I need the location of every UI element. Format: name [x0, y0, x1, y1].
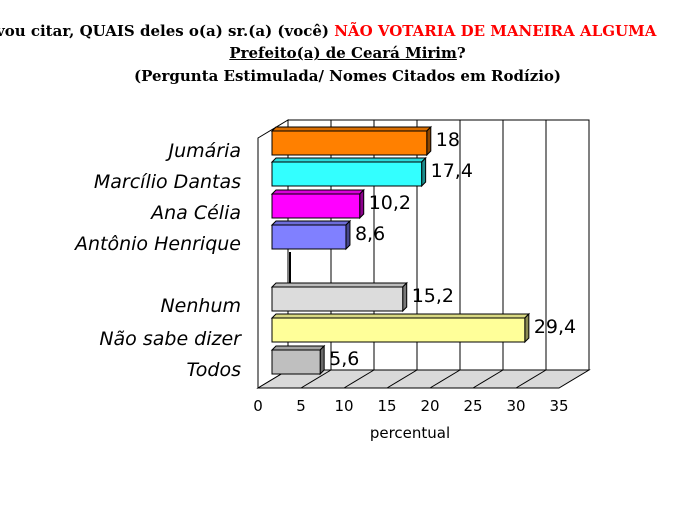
category-label: Todos	[187, 359, 242, 381]
bar-side-face	[345, 219, 351, 251]
bar-value-label: 17,4	[431, 160, 473, 182]
chart-title-line-2: Prefeito(a) de Ceará Mirim?	[0, 43, 695, 63]
chart-title-line-1: vou citar, QUAIS deles o(a) sr.(a) (você…	[0, 21, 691, 41]
chart-floor	[256, 369, 591, 389]
floor-gridline	[429, 369, 461, 389]
bar-top-face	[270, 220, 352, 226]
bar-top-face	[270, 189, 365, 195]
bar-0	[270, 125, 433, 157]
bar-side-face	[402, 281, 408, 313]
x-tick-label: 10	[334, 397, 353, 415]
category-label: Marcílio Dantas	[94, 171, 241, 193]
bar-top-face	[270, 157, 427, 163]
floor-gridline	[515, 369, 547, 389]
bar-side-face	[426, 125, 432, 157]
bar-value-label: 18	[436, 129, 460, 151]
floor-gridline	[472, 369, 504, 389]
floor-gridline	[300, 369, 332, 389]
bar-top-face	[270, 345, 326, 351]
bar-3	[270, 219, 352, 251]
bar-top-face	[270, 313, 531, 319]
bar-value-label: 8,6	[355, 223, 385, 245]
x-tick-label: 25	[463, 397, 482, 415]
bar-4	[270, 281, 408, 313]
bar-top-face	[270, 126, 433, 132]
bar-front-face	[271, 286, 404, 312]
bar-5	[270, 312, 531, 344]
bar-front-face	[271, 130, 428, 156]
chart-title-line-3: (Pergunta Estimulada/ Nomes Citados em R…	[133, 67, 562, 85]
bar-6	[270, 344, 326, 376]
bar-front-face	[271, 349, 321, 375]
bar-side-face	[421, 156, 427, 188]
category-label: Nenhum	[160, 295, 241, 317]
bar-1	[270, 156, 427, 188]
floor-gridline	[343, 369, 375, 389]
bar-value-label: 29,4	[534, 316, 576, 338]
category-label: Jumária	[164, 140, 241, 162]
title-question-mark: ?	[456, 44, 466, 62]
x-tick-label: 30	[506, 397, 525, 415]
bar-top-face	[270, 282, 408, 288]
x-tick-label: 15	[377, 397, 396, 415]
x-axis-title: percentual	[370, 424, 450, 442]
bar-value-label: 5,6	[329, 348, 359, 370]
bar-2	[270, 188, 365, 220]
bar-value-label: 10,2	[369, 192, 411, 214]
bar-side-face	[319, 344, 325, 376]
title-city: Prefeito(a) de Ceará Mirim	[229, 44, 457, 62]
x-tick-label: 0	[253, 397, 263, 415]
x-tick-label: 35	[549, 397, 568, 415]
bar-value-label: 15,2	[412, 285, 454, 307]
floor-gridline	[386, 369, 418, 389]
bar-side-face	[524, 312, 530, 344]
bar-front-face	[271, 161, 423, 187]
category-label: Não sabe dizer	[99, 328, 242, 350]
title-prefix: vou citar, QUAIS deles o(a) sr.(a) (você…	[0, 22, 329, 40]
bar-front-face	[271, 193, 361, 219]
bar-front-face	[271, 224, 347, 250]
category-label: Antônio Henrique	[73, 233, 241, 255]
x-tick-label: 20	[420, 397, 439, 415]
title-highlight: NÃO VOTARIA DE MANEIRA ALGUMA	[334, 22, 657, 40]
bar-side-face	[359, 188, 365, 220]
category-label: Ana Célia	[149, 202, 241, 224]
x-tick-label: 5	[296, 397, 306, 415]
bar-front-face	[271, 317, 526, 343]
